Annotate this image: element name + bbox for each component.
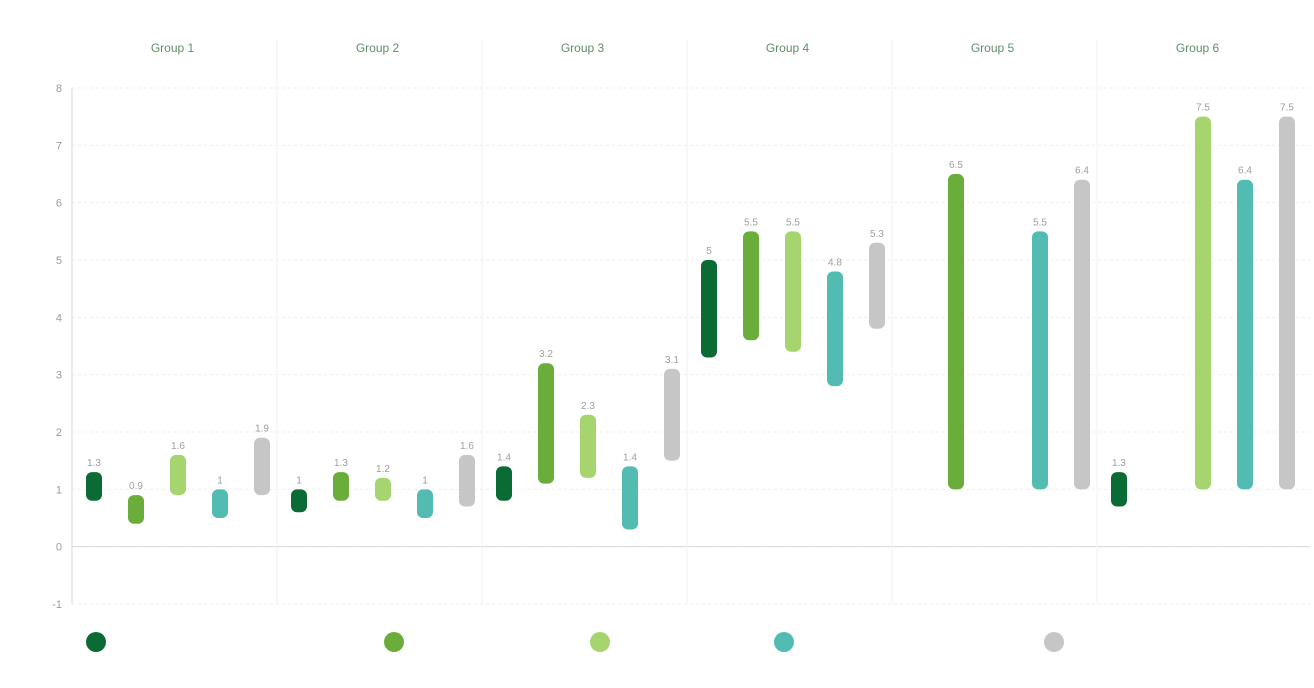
bar-value-label: 5.5: [786, 217, 800, 228]
y-tick-label: 5: [56, 255, 62, 267]
bar-value-label: 7.5: [1196, 103, 1210, 114]
bar: [538, 363, 554, 484]
bar-value-label: 1.9: [255, 424, 269, 435]
y-tick-label: 1: [56, 484, 62, 496]
y-tick-label: -1: [52, 599, 62, 611]
bar-value-label: 1.3: [1112, 458, 1126, 469]
bar: [948, 174, 964, 490]
bar-value-label: 1.6: [171, 441, 185, 452]
group-label: Group 6: [1176, 41, 1220, 55]
bar-value-label: 1.4: [497, 452, 511, 463]
bar-value-label: 5.3: [870, 229, 884, 240]
bar: [869, 242, 885, 329]
bar: [496, 466, 512, 501]
group-label: Group 3: [561, 41, 605, 55]
bar-value-label: 1.6: [460, 441, 474, 452]
bar-value-label: 1: [422, 475, 428, 486]
bar-value-label: 1.3: [87, 458, 101, 469]
bar: [417, 489, 433, 518]
bar-value-label: 3.1: [665, 355, 679, 366]
y-tick-label: 8: [56, 83, 62, 95]
bar: [1111, 472, 1127, 507]
legend-swatch: [86, 632, 106, 652]
legend-swatch: [384, 632, 404, 652]
bar: [664, 368, 680, 461]
bar: [254, 437, 270, 496]
bar-value-label: 1: [296, 475, 302, 486]
bar-value-label: 7.5: [1280, 103, 1294, 114]
bar-value-label: 0.9: [129, 481, 143, 492]
bar: [86, 472, 102, 501]
bar: [333, 472, 349, 501]
group-label: Group 5: [971, 41, 1015, 55]
bar: [291, 489, 307, 513]
group-label: Group 4: [766, 41, 810, 55]
bar: [1032, 231, 1048, 490]
bar: [170, 454, 186, 496]
legend-swatch: [1044, 632, 1064, 652]
y-tick-label: 7: [56, 140, 62, 152]
bar: [622, 466, 638, 530]
bar-value-label: 5.5: [744, 217, 758, 228]
bar-value-label: 5: [706, 246, 712, 257]
bar-value-label: 1.4: [623, 452, 637, 463]
bar-value-label: 6.4: [1238, 166, 1252, 177]
bar: [827, 271, 843, 387]
bar: [785, 231, 801, 352]
bar: [1237, 179, 1253, 490]
bar-value-label: 1: [217, 475, 223, 486]
bar-value-label: 4.8: [828, 257, 842, 268]
bar: [459, 454, 475, 507]
bar-value-label: 5.5: [1033, 217, 1047, 228]
bar-value-label: 1.3: [334, 458, 348, 469]
group-label: Group 2: [356, 41, 400, 55]
legend-swatch: [590, 632, 610, 652]
bar: [1195, 116, 1211, 490]
y-tick-label: 0: [56, 542, 62, 554]
bar: [743, 231, 759, 341]
y-tick-label: 2: [56, 427, 62, 439]
bar: [1074, 179, 1090, 490]
y-tick-label: 6: [56, 198, 62, 210]
bar: [1279, 116, 1295, 490]
group-label: Group 1: [151, 41, 195, 55]
group-labels: Group 1 Group 2 Group 3 Group 4 Group 5 Group…: [151, 40, 1220, 604]
bar: [375, 477, 391, 501]
y-tick-label: 3: [56, 370, 62, 382]
bar: [212, 489, 228, 518]
grid-layer: [72, 87, 1310, 605]
bars-layer: 1.3 0.9 1.6 1 1.9 1 1.3 1.2 1 1.6 1.4 3.2 2.3 1.4 3.1 5…: [86, 103, 1295, 530]
bar-value-label: 2.3: [581, 401, 595, 412]
bar-value-label: 6.5: [949, 160, 963, 171]
legend: [86, 632, 1064, 652]
bar-value-label: 1.2: [376, 464, 390, 475]
bar-value-label: 6.4: [1075, 166, 1089, 177]
bar: [580, 414, 596, 478]
legend-swatch: [774, 632, 794, 652]
y-axis: -1 0 1 2 3 4 5 6 7 8: [52, 83, 1310, 611]
bar: [701, 260, 717, 358]
bar-value-label: 3.2: [539, 349, 553, 360]
bar: [128, 495, 144, 524]
y-tick-label: 4: [56, 312, 62, 324]
